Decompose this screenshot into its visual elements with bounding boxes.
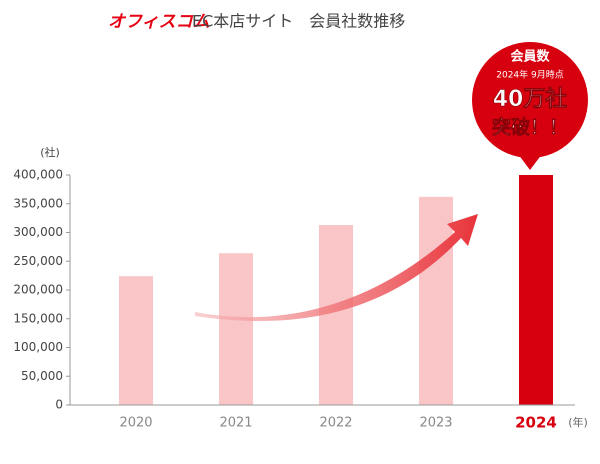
bar — [419, 196, 453, 405]
x-tick-label: 2024 — [515, 414, 557, 432]
badge-circle — [472, 42, 588, 158]
y-tick-label: 100,000 — [13, 340, 63, 354]
x-tick-label: 2020 — [119, 416, 152, 431]
trend-arrow — [195, 214, 478, 322]
bar — [319, 225, 353, 405]
badge-text: 2024年 9月時点 — [496, 69, 564, 81]
bar — [119, 276, 153, 405]
y-tick-label: 400,000 — [13, 168, 63, 182]
bar — [219, 253, 253, 405]
badge-text: 40万社 — [493, 86, 568, 112]
badge-text: 突破！！ — [492, 116, 568, 139]
badge-text: 会員数 — [510, 49, 550, 65]
y-tick-label: 50,000 — [21, 369, 63, 383]
y-tick-label: 350,000 — [13, 196, 63, 210]
badge: 会員数 2024年 9月時点 40万社 突破！！ — [472, 42, 588, 170]
y-tick-label: 250,000 — [13, 254, 63, 268]
bar — [519, 175, 553, 405]
x-tick-label: 2023 — [419, 416, 452, 431]
y-tick-label: 150,000 — [13, 311, 63, 325]
x-tick-label: 2022 — [319, 416, 352, 431]
brand: オフィスコム — [108, 12, 210, 32]
y-unit: (社) — [40, 145, 60, 159]
chart-title: EC本店サイト 会員社数推移 — [192, 12, 405, 31]
y-tick-label: 200,000 — [13, 283, 63, 297]
y-tick-label: 0 — [55, 398, 63, 412]
x-unit: (年) — [568, 415, 588, 429]
x-tick-label: 2021 — [219, 416, 252, 431]
y-tick-label: 300,000 — [13, 225, 63, 239]
